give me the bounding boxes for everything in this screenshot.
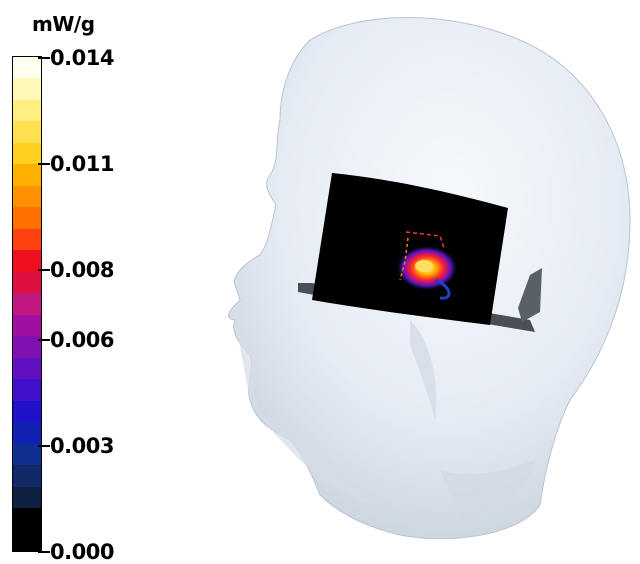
- face-shadow: [235, 320, 380, 505]
- sar-measurement-panel: [312, 173, 508, 325]
- ear-shadow: [410, 320, 437, 420]
- colorbar-tick-mark: [38, 339, 50, 342]
- colorbar-tick-label: 0.006: [50, 328, 114, 353]
- colorbar-segment: [13, 250, 41, 272]
- colorbar-segment: [13, 314, 41, 337]
- sar-hotspot-core: [415, 260, 433, 272]
- colorbar-tick-mark: [38, 268, 50, 271]
- colorbar-tick-mark: [38, 162, 50, 165]
- colorbar-tick-mark: [38, 551, 50, 553]
- colorbar-tick-label: 0.000: [50, 540, 114, 564]
- colorbar-segment: [13, 508, 41, 530]
- colorbar-tick-mark: [38, 57, 50, 59]
- colorbar-segment: [13, 293, 41, 315]
- colorbar-segment: [13, 465, 41, 487]
- sar-contour-blue: [434, 278, 451, 300]
- neck-shadow: [440, 460, 535, 520]
- colorbar-tick-label: 0.008: [50, 257, 114, 282]
- colorbar-segment: [13, 422, 41, 444]
- colorbar-tick-label: 0.003: [50, 434, 114, 459]
- head-model-svg: [228, 17, 631, 540]
- phone-tip: [518, 268, 542, 322]
- colorbar-segment: [13, 78, 41, 100]
- colorbar-segment: [13, 164, 41, 186]
- colorbar-segment: [13, 357, 41, 380]
- colorbar-tick-label: 0.014: [50, 46, 114, 70]
- colorbar-segment: [13, 121, 41, 143]
- colorbar-gradient: [12, 56, 42, 552]
- colorbar-segment: [13, 142, 41, 165]
- colorbar-segment: [13, 57, 41, 79]
- colorbar-segment: [13, 271, 41, 294]
- colorbar-segment: [13, 336, 41, 358]
- colorbar-segment: [13, 529, 41, 552]
- sar-contour-red: [405, 231, 445, 249]
- colorbar-segment: [13, 443, 41, 466]
- colorbar-tick-label: 0.011: [50, 151, 114, 176]
- colorbar-segment: [13, 400, 41, 423]
- colorbar-segment: [13, 486, 41, 509]
- colorbar-segment: [13, 228, 41, 251]
- colorbar-segment: [13, 185, 41, 208]
- colorbar-segment: [13, 207, 41, 229]
- colorbar-segment: [13, 379, 41, 401]
- colorbar-tick-mark: [38, 445, 50, 448]
- colorbar-legend: mW/g 0.014 0.011 0.008 0.006 0.003 0.000: [0, 0, 160, 564]
- sar-contour-orange: [399, 237, 409, 281]
- head-model-scene: [200, 0, 640, 563]
- colorbar-segment: [13, 99, 41, 122]
- colorbar-unit-label: mW/g: [32, 12, 95, 36]
